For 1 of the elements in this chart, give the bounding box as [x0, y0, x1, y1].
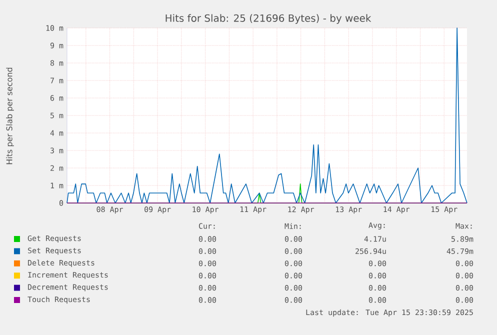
chart-title: Hits for Slab: 25 (21696 Bytes) - by week	[166, 14, 372, 24]
